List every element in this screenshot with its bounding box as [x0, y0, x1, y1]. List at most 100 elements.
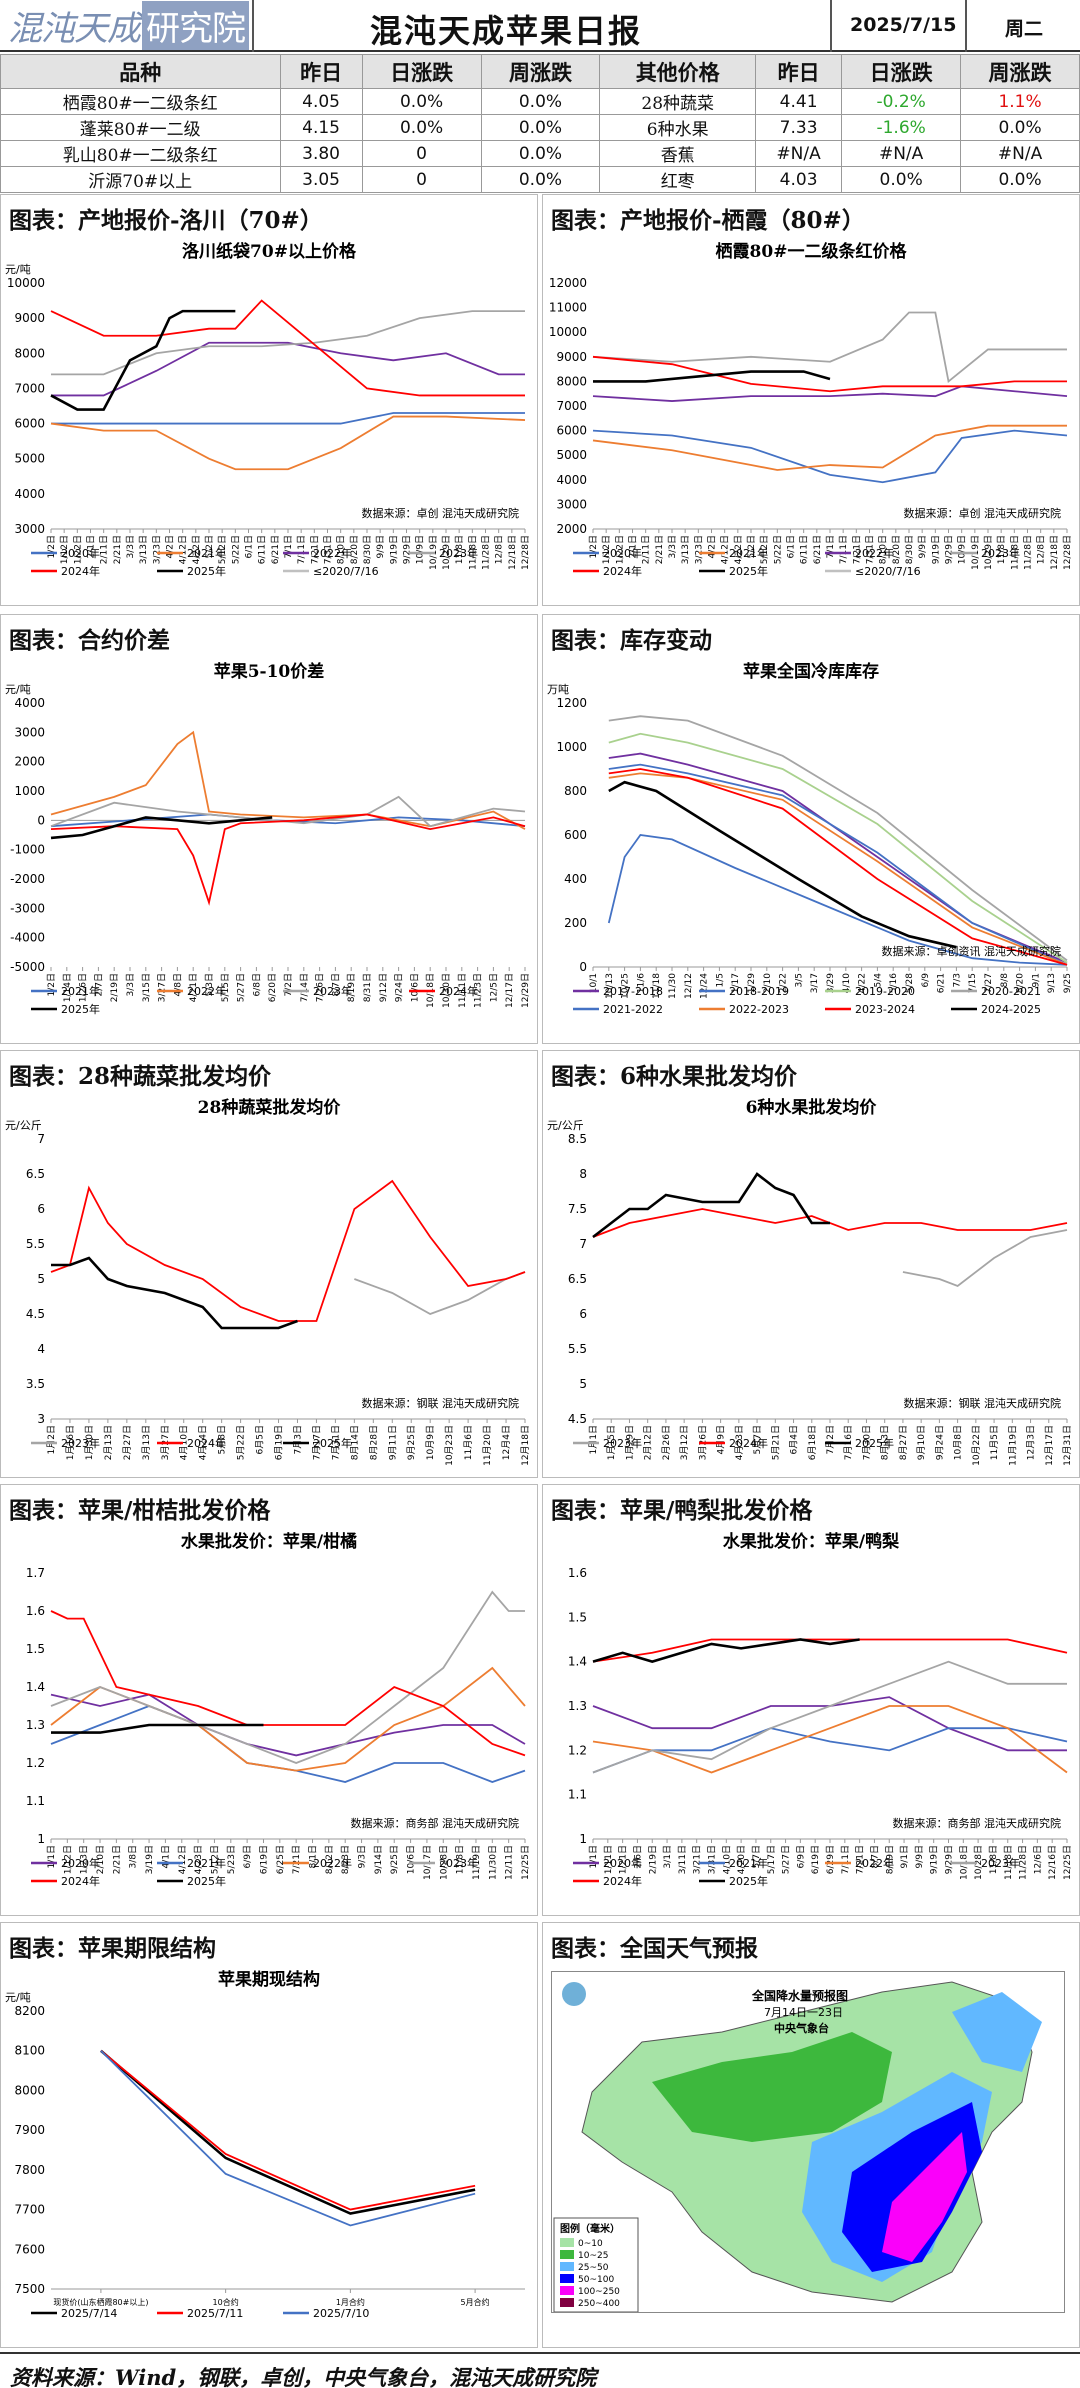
series-line-2024年	[592, 1638, 1068, 1663]
report-date: 2025/7/15	[850, 14, 957, 36]
y-tick-label: 4.5	[568, 1412, 587, 1426]
x-tick-label: 11月19日	[1007, 1425, 1018, 1466]
x-tick-label: 7月30日	[861, 1425, 872, 1460]
x-tick-label: 5/3日	[204, 973, 215, 997]
chart-apple-pear: 水果批发价：苹果/鸭梨 1 1.1 1.2 1.3 1.4 1.5 1.6 1/1日 1/11日 1…	[568, 1531, 1073, 1888]
x-tick-label: 6/8日	[251, 973, 262, 997]
x-tick-label: 3/31日	[707, 1845, 718, 1874]
x-tick-label: 3/3日	[667, 535, 678, 559]
y-tick-label: 10000	[7, 276, 45, 290]
x-tick-label: 9/29日	[944, 535, 955, 564]
x-tick-label: 9/25日	[389, 1845, 400, 1874]
weather-legend-swatch	[560, 2250, 574, 2259]
x-tick-label: 11/28日	[1018, 1845, 1029, 1880]
weather-legend-swatch	[560, 2238, 574, 2247]
x-tick-label: 11/30	[668, 973, 678, 999]
weather-subtitle: 7月14日一23日	[764, 2006, 843, 2019]
x-tick-label: 12/5日	[488, 973, 499, 1002]
y-tick-label: 4.5	[26, 1307, 45, 1321]
y-tick-label: 8.5	[568, 1132, 587, 1146]
panel-weather: 图表：全国天气预报 全国降水量预报图 7月14日一23日 中央气象台 图例（毫米…	[542, 1922, 1080, 2348]
x-tick-label: 7/11日	[840, 1845, 851, 1874]
x-tick-label: 7月2日	[825, 1425, 836, 1454]
x-tick-label: 9/14日	[373, 1845, 384, 1874]
panel-vegetable-price: 图表：28种蔬菜批发均价 28种蔬菜批发均价 元/公斤 3 3.5 4 4.5 5 5.5 6 6.…	[0, 1050, 538, 1478]
x-tick-label: 1月1日	[588, 1425, 599, 1454]
price-cell: 3.05	[279, 166, 363, 193]
legend-label: 2023年	[439, 1856, 478, 1870]
x-tick-label: 9月11日	[387, 1425, 398, 1460]
x-tick-label: 6月19日	[274, 1425, 285, 1460]
legend-label: 2025/7/14	[61, 2307, 117, 2320]
y-tick-label: 1.6	[568, 1566, 587, 1580]
x-tick-label: 7/3	[952, 973, 962, 987]
x-tick-label: 1/26日	[78, 973, 89, 1002]
y-tick-label: 8000	[14, 2083, 45, 2097]
legend-label: 2024年	[61, 1874, 100, 1888]
series-line-2024年	[592, 355, 1067, 393]
legend-label: 2023年	[61, 1436, 100, 1450]
x-tick-label: 6/19日	[258, 1845, 269, 1874]
x-tick-label: 9/9日	[914, 1845, 925, 1869]
legend-label: 2020年	[61, 1856, 100, 1870]
x-tick-label: 5月21日	[770, 1425, 781, 1460]
legend-label: 2020-2021	[981, 985, 1041, 998]
x-tick-label: 4/22	[858, 973, 868, 993]
x-tick-label: 7/21日	[855, 1845, 866, 1874]
y-tick-label: 1.3	[568, 1699, 587, 1713]
x-tick-label: 9/9日	[917, 535, 928, 559]
y-tick-label: 2000	[14, 755, 45, 769]
y-tick-label: 3	[37, 1412, 45, 1426]
x-tick-label: 2/11日	[99, 535, 110, 564]
x-tick-label: 2/10	[763, 973, 773, 993]
chart-source: 数据来源：商务部 混沌天成研究院	[351, 1816, 520, 1830]
x-tick-label: 1/12日	[62, 1845, 73, 1874]
x-tick-label: 5/12日	[759, 535, 770, 564]
x-tick-label: 12/28日	[1062, 535, 1073, 570]
x-tick-label: 4/10	[842, 973, 852, 993]
legend-label: 2022年	[313, 1856, 352, 1870]
weather-title: 全国降水量预报图	[751, 1988, 848, 2003]
x-tick-label: 11/23日	[473, 973, 484, 1008]
x-tick-label: 5/23日	[226, 1845, 237, 1874]
x-tick-label: 10/9日	[415, 535, 426, 564]
x-tick-label: 10/1	[589, 973, 599, 993]
legend-label: 2025/7/11	[187, 2307, 243, 2320]
chart-title: 苹果期现结构	[218, 1969, 320, 1990]
x-tick-label: 8/20日	[349, 535, 360, 564]
x-tick-label: 12/17日	[504, 973, 515, 1008]
price-cell: #N/A	[754, 140, 843, 167]
x-tick-label: 2/10日	[95, 1845, 106, 1874]
y-tick-label: 7000	[14, 381, 45, 395]
x-tick-label: 12/25日	[520, 1845, 531, 1880]
x-tick-label: 5月8日	[217, 1425, 228, 1454]
y-tick-label: 11000	[549, 301, 587, 315]
panel-title: 图表：苹果期限结构	[9, 1935, 216, 1962]
chart-title: 苹果全国冷库库存	[743, 661, 879, 682]
x-tick-label: 10/6日	[406, 1845, 417, 1874]
price-col-header: 日涨跌	[361, 54, 482, 89]
legend-label: 2020年	[603, 546, 642, 560]
x-tick-label: 7/1日	[283, 535, 294, 559]
y-tick-label: 1.7	[26, 1566, 45, 1580]
x-tick-label: 7/27	[984, 973, 994, 993]
weather-map: 全国降水量预报图 7月14日一23日 中央气象台 图例（毫米） 0~10 10~2…	[551, 1971, 1065, 2313]
x-tick-label: 2/21日	[654, 535, 665, 564]
y-tick-label: 4	[37, 1342, 45, 1356]
price-row: 沂源70#以上 3.05 0 0.0% 红枣 4.03 0.0% 0.0%	[0, 166, 1080, 193]
x-tick-label: 11/18	[652, 973, 662, 999]
legend-label: 2025年	[61, 1002, 100, 1016]
x-tick-label: 3/17	[810, 973, 820, 993]
x-tick-label: 4/21日	[188, 973, 199, 1002]
legend-label: 2023年	[603, 1436, 642, 1450]
x-tick-label: 9/1	[1031, 973, 1041, 987]
y-tick-label: 3000	[556, 497, 587, 511]
legend-label: 2025年	[855, 1436, 894, 1450]
series-line-2022-2023	[608, 772, 1068, 966]
legend-label: 2021年	[187, 1856, 226, 1870]
series-line-2025/7/11	[100, 2050, 476, 2211]
x-tick-label: 6/9	[921, 973, 931, 988]
chart-title: 水果批发价：苹果/鸭梨	[723, 1531, 900, 1552]
